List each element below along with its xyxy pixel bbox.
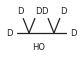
Text: D: D <box>6 29 12 37</box>
Text: D: D <box>71 29 77 37</box>
Text: D: D <box>42 7 48 16</box>
Text: D: D <box>17 7 23 16</box>
Text: D: D <box>35 7 41 16</box>
Text: HO: HO <box>32 43 45 52</box>
Text: D: D <box>60 7 66 16</box>
